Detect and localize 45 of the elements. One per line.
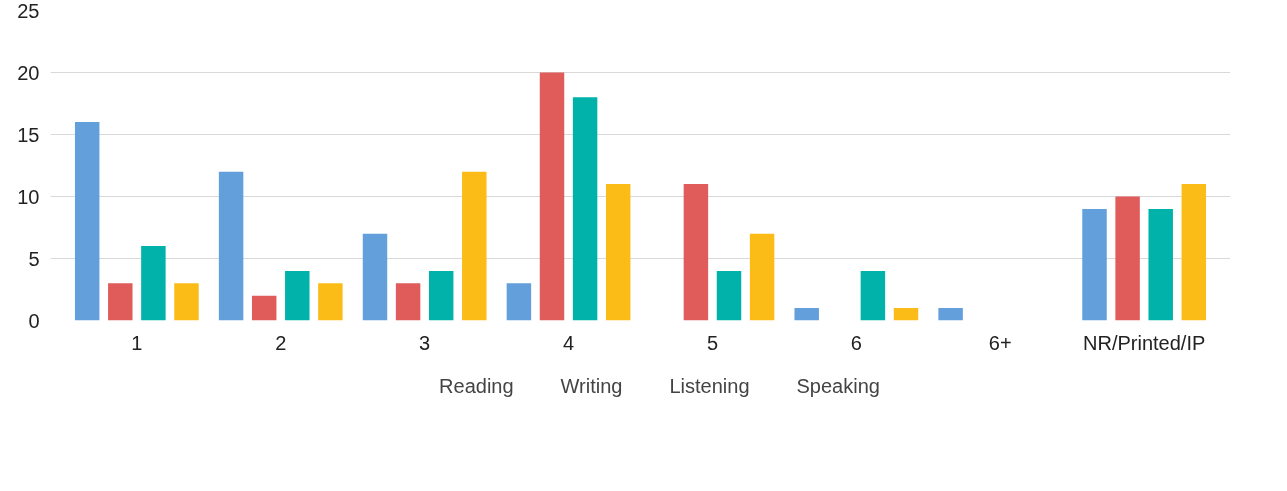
- bar: [860, 270, 886, 321]
- y-tick-label: 25: [17, 0, 40, 22]
- x-tick-label: 2: [275, 331, 287, 354]
- bar: [1082, 208, 1107, 321]
- y-tick-label: 0: [28, 309, 40, 332]
- y-tick-label: 15: [17, 123, 40, 146]
- bar: [318, 283, 343, 321]
- bar: [1148, 208, 1173, 321]
- bar: [893, 308, 919, 321]
- x-tick-label: NR/Printed/IP: [1083, 331, 1206, 354]
- text: Writing: [560, 374, 623, 398]
- bar: [395, 283, 421, 321]
- bar: [794, 308, 819, 321]
- y-tick-label: 5: [28, 247, 40, 270]
- y-tick-label: 20: [17, 61, 40, 84]
- bar: [218, 171, 244, 321]
- x-tick-label: 5: [706, 331, 719, 354]
- x-tick-label: 4: [562, 331, 575, 354]
- bar: [1115, 196, 1140, 321]
- bar: [938, 308, 963, 321]
- text: Listening: [669, 374, 750, 398]
- bar: [506, 283, 532, 321]
- bar: [749, 233, 775, 321]
- bar: [683, 184, 709, 321]
- text: Reading: [439, 374, 514, 398]
- x-tick-label: 6+: [988, 331, 1012, 354]
- x-tick-label: 1: [131, 331, 143, 354]
- bar: [605, 184, 631, 321]
- bar: [74, 122, 100, 321]
- bar: [462, 171, 487, 321]
- x-tick-label: 3: [419, 331, 431, 354]
- bar: [1181, 184, 1207, 321]
- y-tick-label: 10: [17, 185, 40, 208]
- bar: [141, 246, 166, 321]
- text: Speaking: [796, 374, 880, 398]
- bar: [428, 270, 454, 321]
- x-tick-label: 6: [850, 331, 862, 354]
- bar: [285, 270, 310, 321]
- bar: [572, 97, 598, 321]
- bar: [108, 283, 133, 321]
- bar: [174, 283, 199, 321]
- bar: [539, 72, 565, 321]
- bar: [716, 270, 742, 321]
- bar: [251, 295, 277, 321]
- bar: [362, 233, 388, 321]
